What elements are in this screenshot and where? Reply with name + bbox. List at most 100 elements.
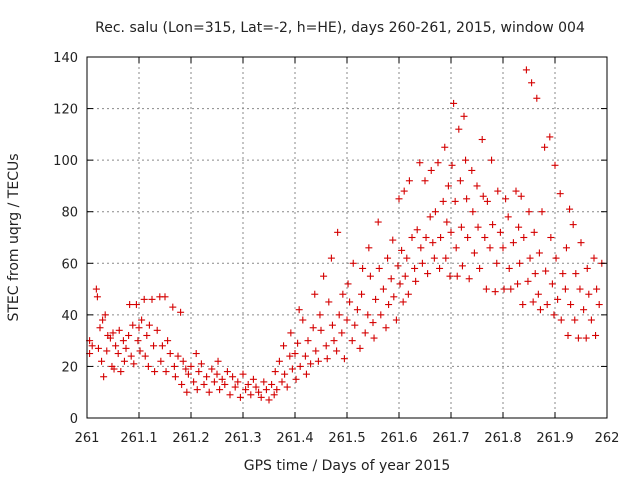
data-point [304,337,312,345]
data-point [316,311,324,319]
data-point [401,272,409,280]
x-axis-title: GPS time / Days of year 2015 [244,458,451,474]
data-point [456,177,464,185]
data-point [483,197,491,205]
data-point [491,288,499,296]
data-point [550,311,558,319]
data-point [236,393,244,401]
data-point [566,205,574,213]
data-point [330,337,338,345]
data-point [457,223,465,231]
data-point [559,270,567,278]
data-point [239,370,247,378]
data-point [351,321,359,329]
data-point [389,236,397,244]
data-point [512,187,520,195]
data-point [417,244,425,252]
data-point [257,393,265,401]
data-point [507,285,515,293]
data-point [231,383,239,391]
x-tick-label: 261.5 [328,431,365,446]
y-tick-label: 120 [53,103,78,118]
data-point [268,380,276,388]
data-point [582,334,590,342]
data-point [455,125,463,133]
data-point [522,66,530,74]
data-point [120,357,128,365]
data-point [299,316,307,324]
data-point [557,316,565,324]
data-point [546,133,554,141]
data-point [302,370,310,378]
data-point [468,166,476,174]
data-point [394,262,402,270]
data-point [327,254,335,262]
x-tick-label: 261.8 [484,431,521,446]
data-point [364,311,372,319]
data-point [129,321,137,329]
data-point [412,277,420,285]
data-point [294,339,302,347]
data-point [141,352,149,360]
data-point [103,347,111,355]
data-point [119,337,127,345]
data-point [221,380,229,388]
data-point [344,280,352,288]
data-point [162,368,170,376]
data-point [349,259,357,267]
data-point [526,254,534,262]
data-point [171,373,179,381]
data-point [144,362,152,370]
data-point [247,391,255,399]
data-point [533,94,541,102]
data-point [399,298,407,306]
data-point [98,357,106,365]
data-point [411,264,419,272]
data-point [400,187,408,195]
data-point [562,244,570,252]
data-point [320,272,328,280]
data-point [125,331,133,339]
data-point [534,290,542,298]
data-point [252,383,260,391]
data-point [288,365,296,373]
data-point [249,375,257,383]
data-point [396,280,404,288]
data-point [536,306,544,314]
data-point [296,362,304,370]
y-tick-label: 0 [70,412,78,427]
data-point [567,301,575,309]
data-point [280,342,288,350]
data-point [322,342,330,350]
data-point [452,244,460,252]
data-point [444,182,452,190]
data-point [488,156,496,164]
data-point [262,386,270,394]
data-point [514,280,522,288]
data-point [314,357,322,365]
data-point [157,357,165,365]
data-point [517,192,525,200]
data-point [218,375,226,383]
data-point [528,79,536,87]
data-point [183,388,191,396]
data-point [387,275,395,283]
data-point [292,375,300,383]
y-tick-label: 140 [53,51,78,66]
data-point [481,234,489,241]
data-point [301,352,309,360]
x-tick-label: 261.6 [380,431,417,446]
data-point [535,249,543,257]
data-point [493,259,501,267]
data-point [587,316,595,324]
data-point [295,306,303,314]
data-point [439,197,447,205]
data-point [184,370,192,378]
data-point [516,259,524,267]
data-point [114,350,122,358]
data-point [500,285,508,293]
data-point [572,270,580,278]
data-point [509,239,517,247]
data-points [86,66,606,404]
data-point [416,159,424,167]
